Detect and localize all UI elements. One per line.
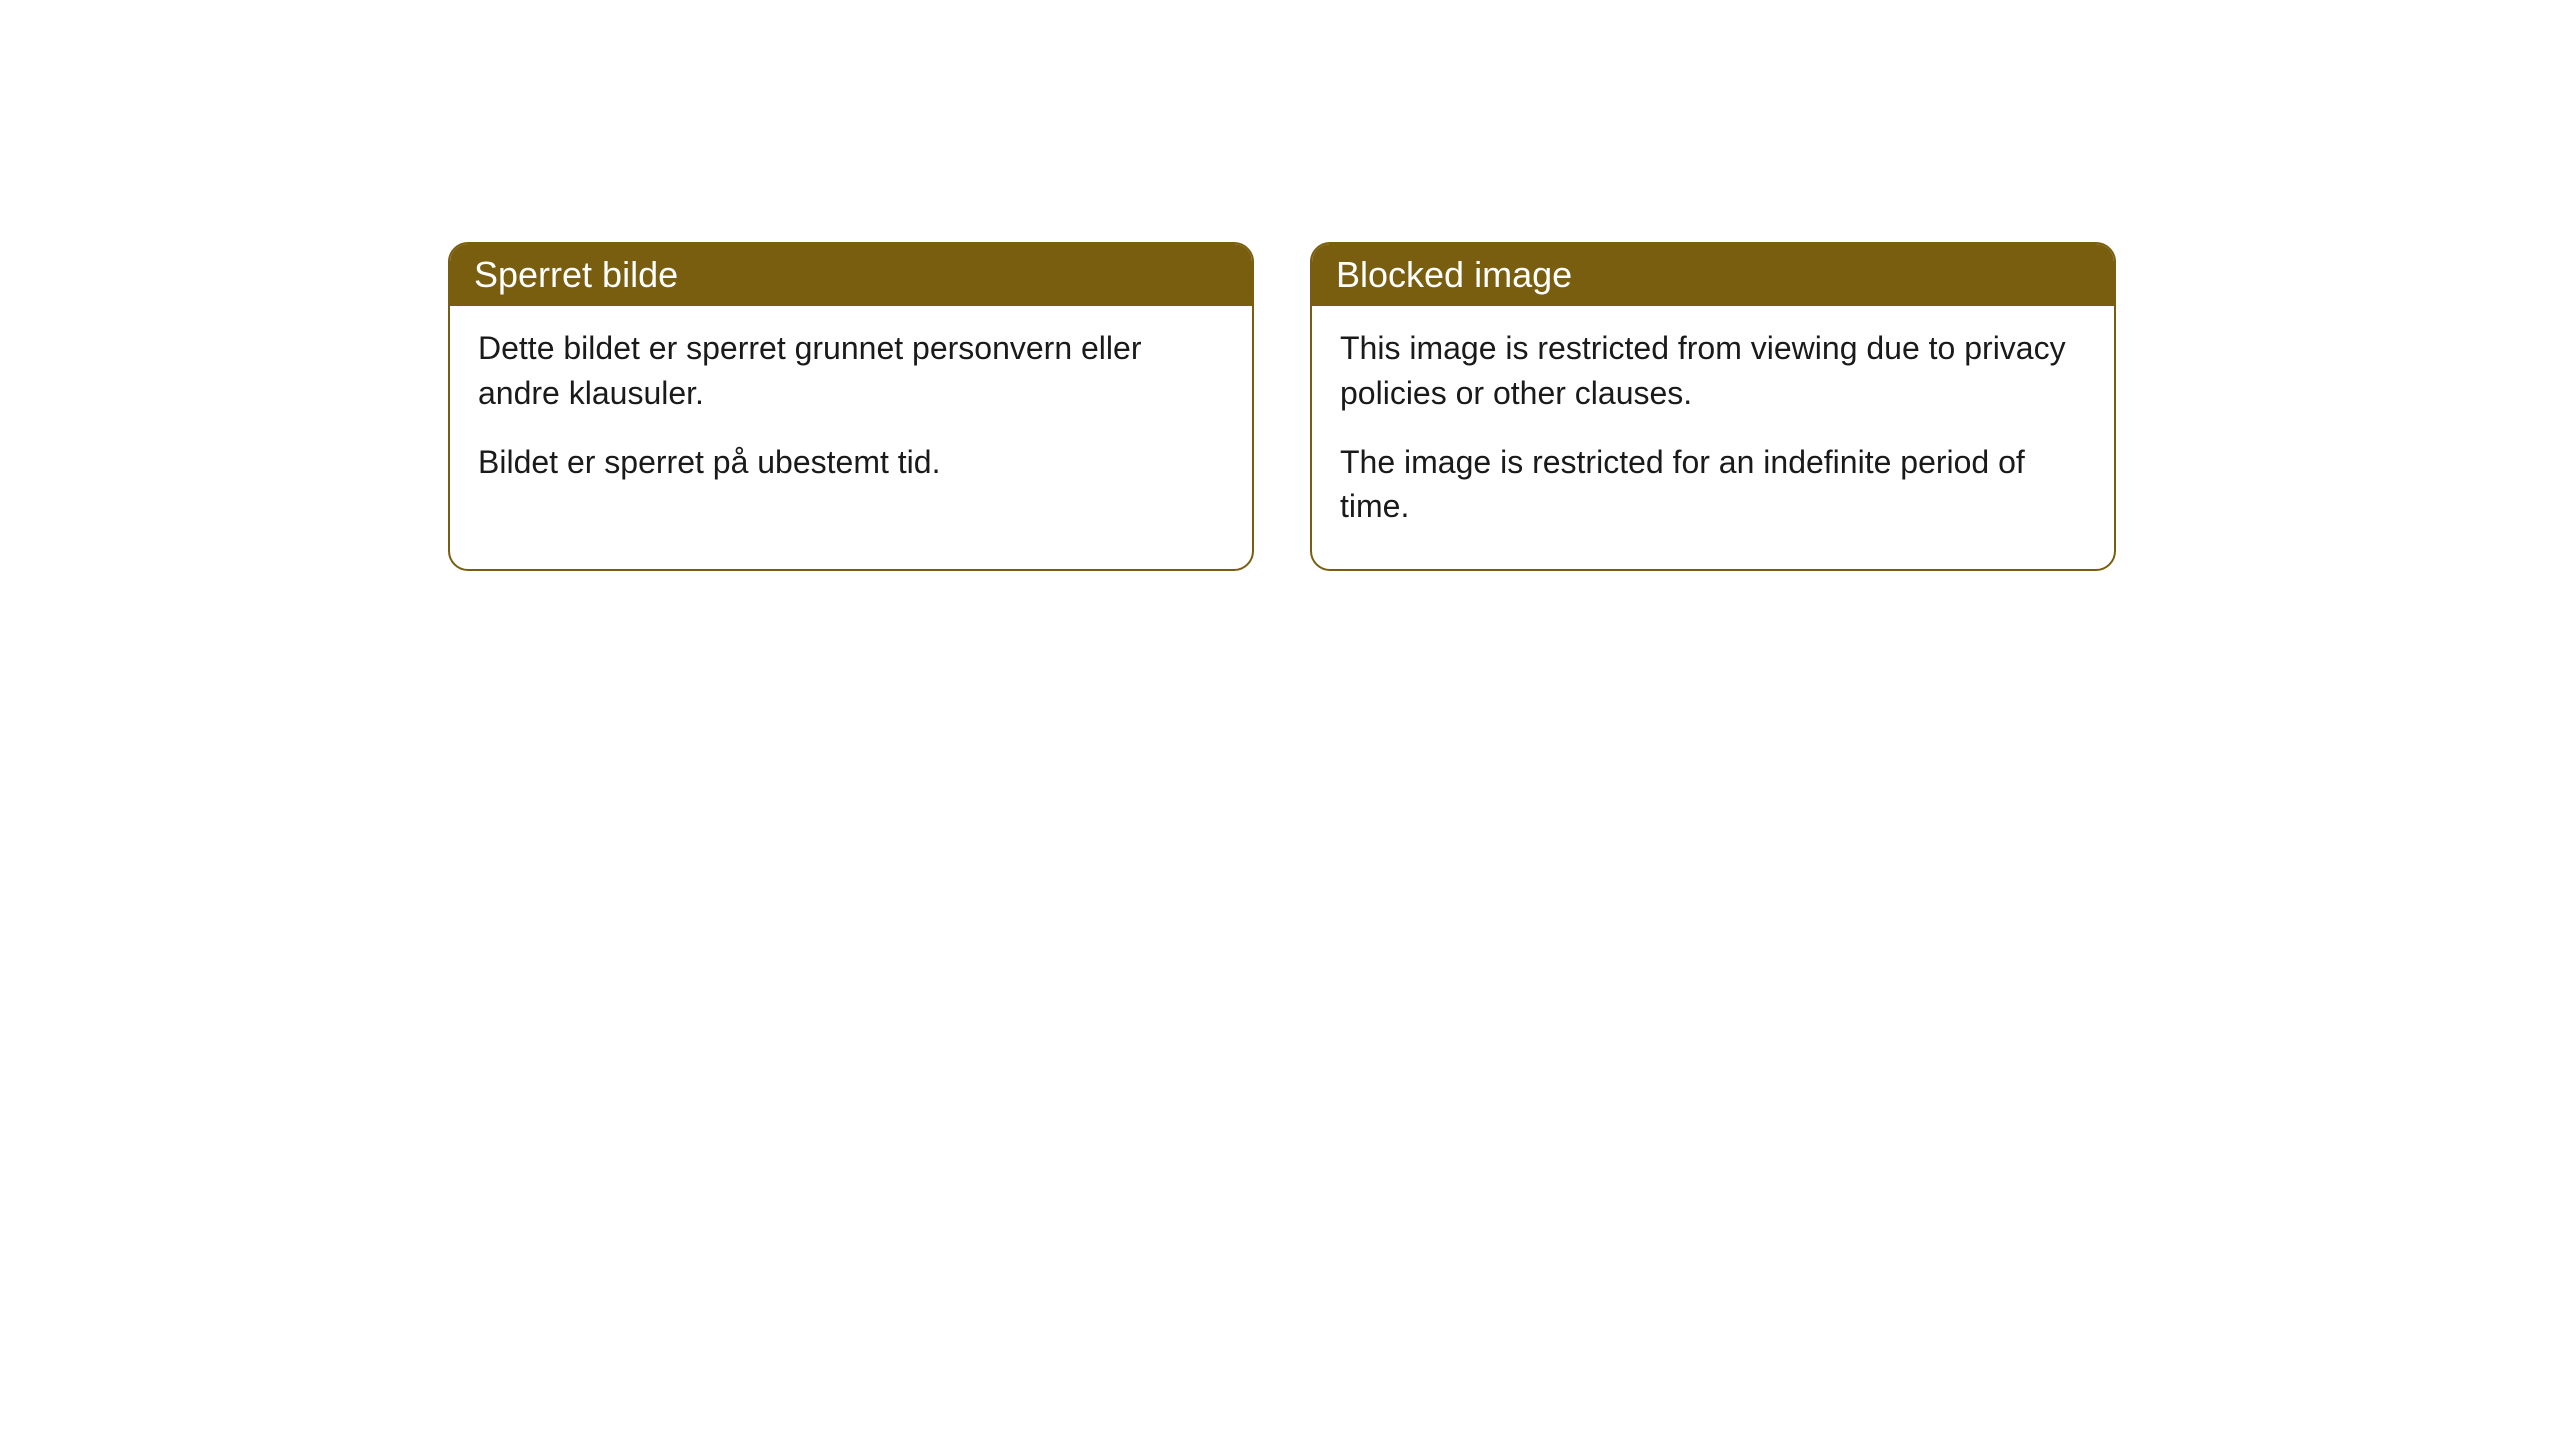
card-paragraph: The image is restricted for an indefinit… [1340,440,2086,530]
notice-card-english: Blocked image This image is restricted f… [1310,242,2116,571]
notice-cards-container: Sperret bilde Dette bildet er sperret gr… [448,242,2116,571]
card-title: Blocked image [1336,254,1572,295]
card-title: Sperret bilde [474,254,678,295]
card-body: Dette bildet er sperret grunnet personve… [450,306,1252,524]
card-paragraph: Dette bildet er sperret grunnet personve… [478,326,1224,416]
notice-card-norwegian: Sperret bilde Dette bildet er sperret gr… [448,242,1254,571]
card-header: Blocked image [1312,244,2114,306]
card-paragraph: Bildet er sperret på ubestemt tid. [478,440,1224,485]
card-header: Sperret bilde [450,244,1252,306]
card-body: This image is restricted from viewing du… [1312,306,2114,569]
card-paragraph: This image is restricted from viewing du… [1340,326,2086,416]
